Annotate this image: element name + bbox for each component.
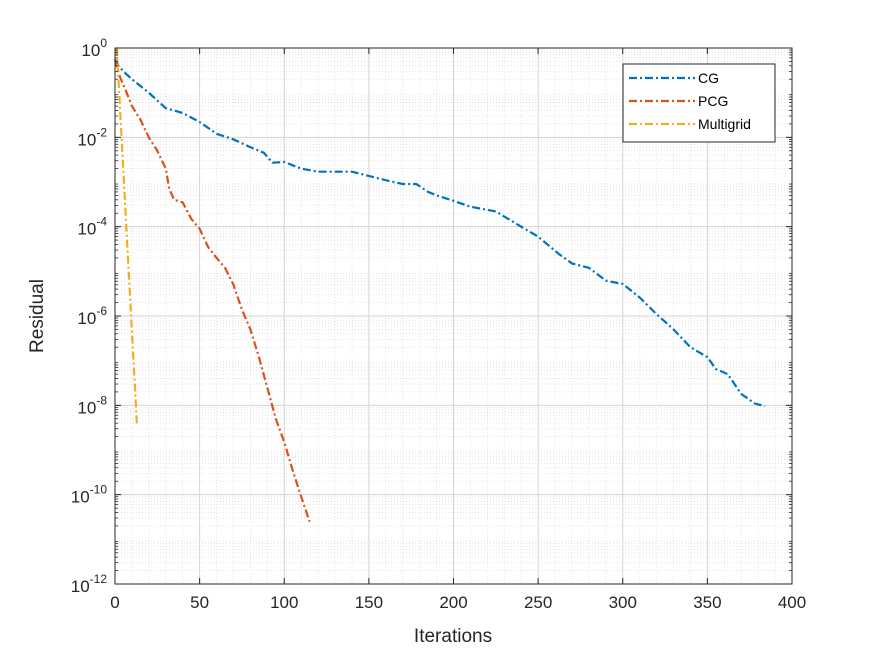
y-tick-label: 10-4: [77, 215, 107, 239]
y-axis-label: Residual: [27, 279, 48, 353]
x-tick-label: 350: [693, 593, 721, 612]
y-tick-label: 10-2: [77, 125, 107, 149]
series-line-cg: [114, 59, 766, 408]
legend-label-pcg: PCG: [698, 93, 728, 109]
y-tick-label: 10-12: [71, 572, 108, 596]
x-tick-label: 250: [524, 593, 552, 612]
grid-layer: [115, 48, 792, 584]
series-layer: [113, 47, 766, 522]
x-tick-label: 200: [439, 593, 467, 612]
y-tick-label: 10-6: [77, 304, 107, 328]
x-tick-label: 150: [355, 593, 383, 612]
series-line-pcg: [113, 59, 311, 522]
y-tick-label: 10-10: [71, 483, 108, 507]
x-tick-labels: 0 50 100 150 200 250 300 350 400: [110, 593, 806, 612]
y-tick-label: 100: [81, 36, 107, 60]
legend-label-multigrid: Multigrid: [698, 116, 751, 132]
x-tick-label: 100: [270, 593, 298, 612]
legend: CG PCG Multigrid: [622, 63, 776, 143]
y-tick-labels: 100 10-2 10-4 10-6 10-8 10-10 10-12: [71, 36, 108, 596]
x-tick-label: 400: [778, 593, 806, 612]
tick-layer: [114, 47, 793, 585]
x-axis-label: Iterations: [414, 626, 492, 647]
x-tick-label: 50: [190, 593, 209, 612]
y-tick-label: 10-8: [77, 393, 107, 417]
x-tick-label: 0: [110, 593, 119, 612]
legend-label-cg: CG: [698, 70, 719, 86]
series-line-multigrid: [115, 47, 139, 426]
x-tick-label: 300: [609, 593, 637, 612]
